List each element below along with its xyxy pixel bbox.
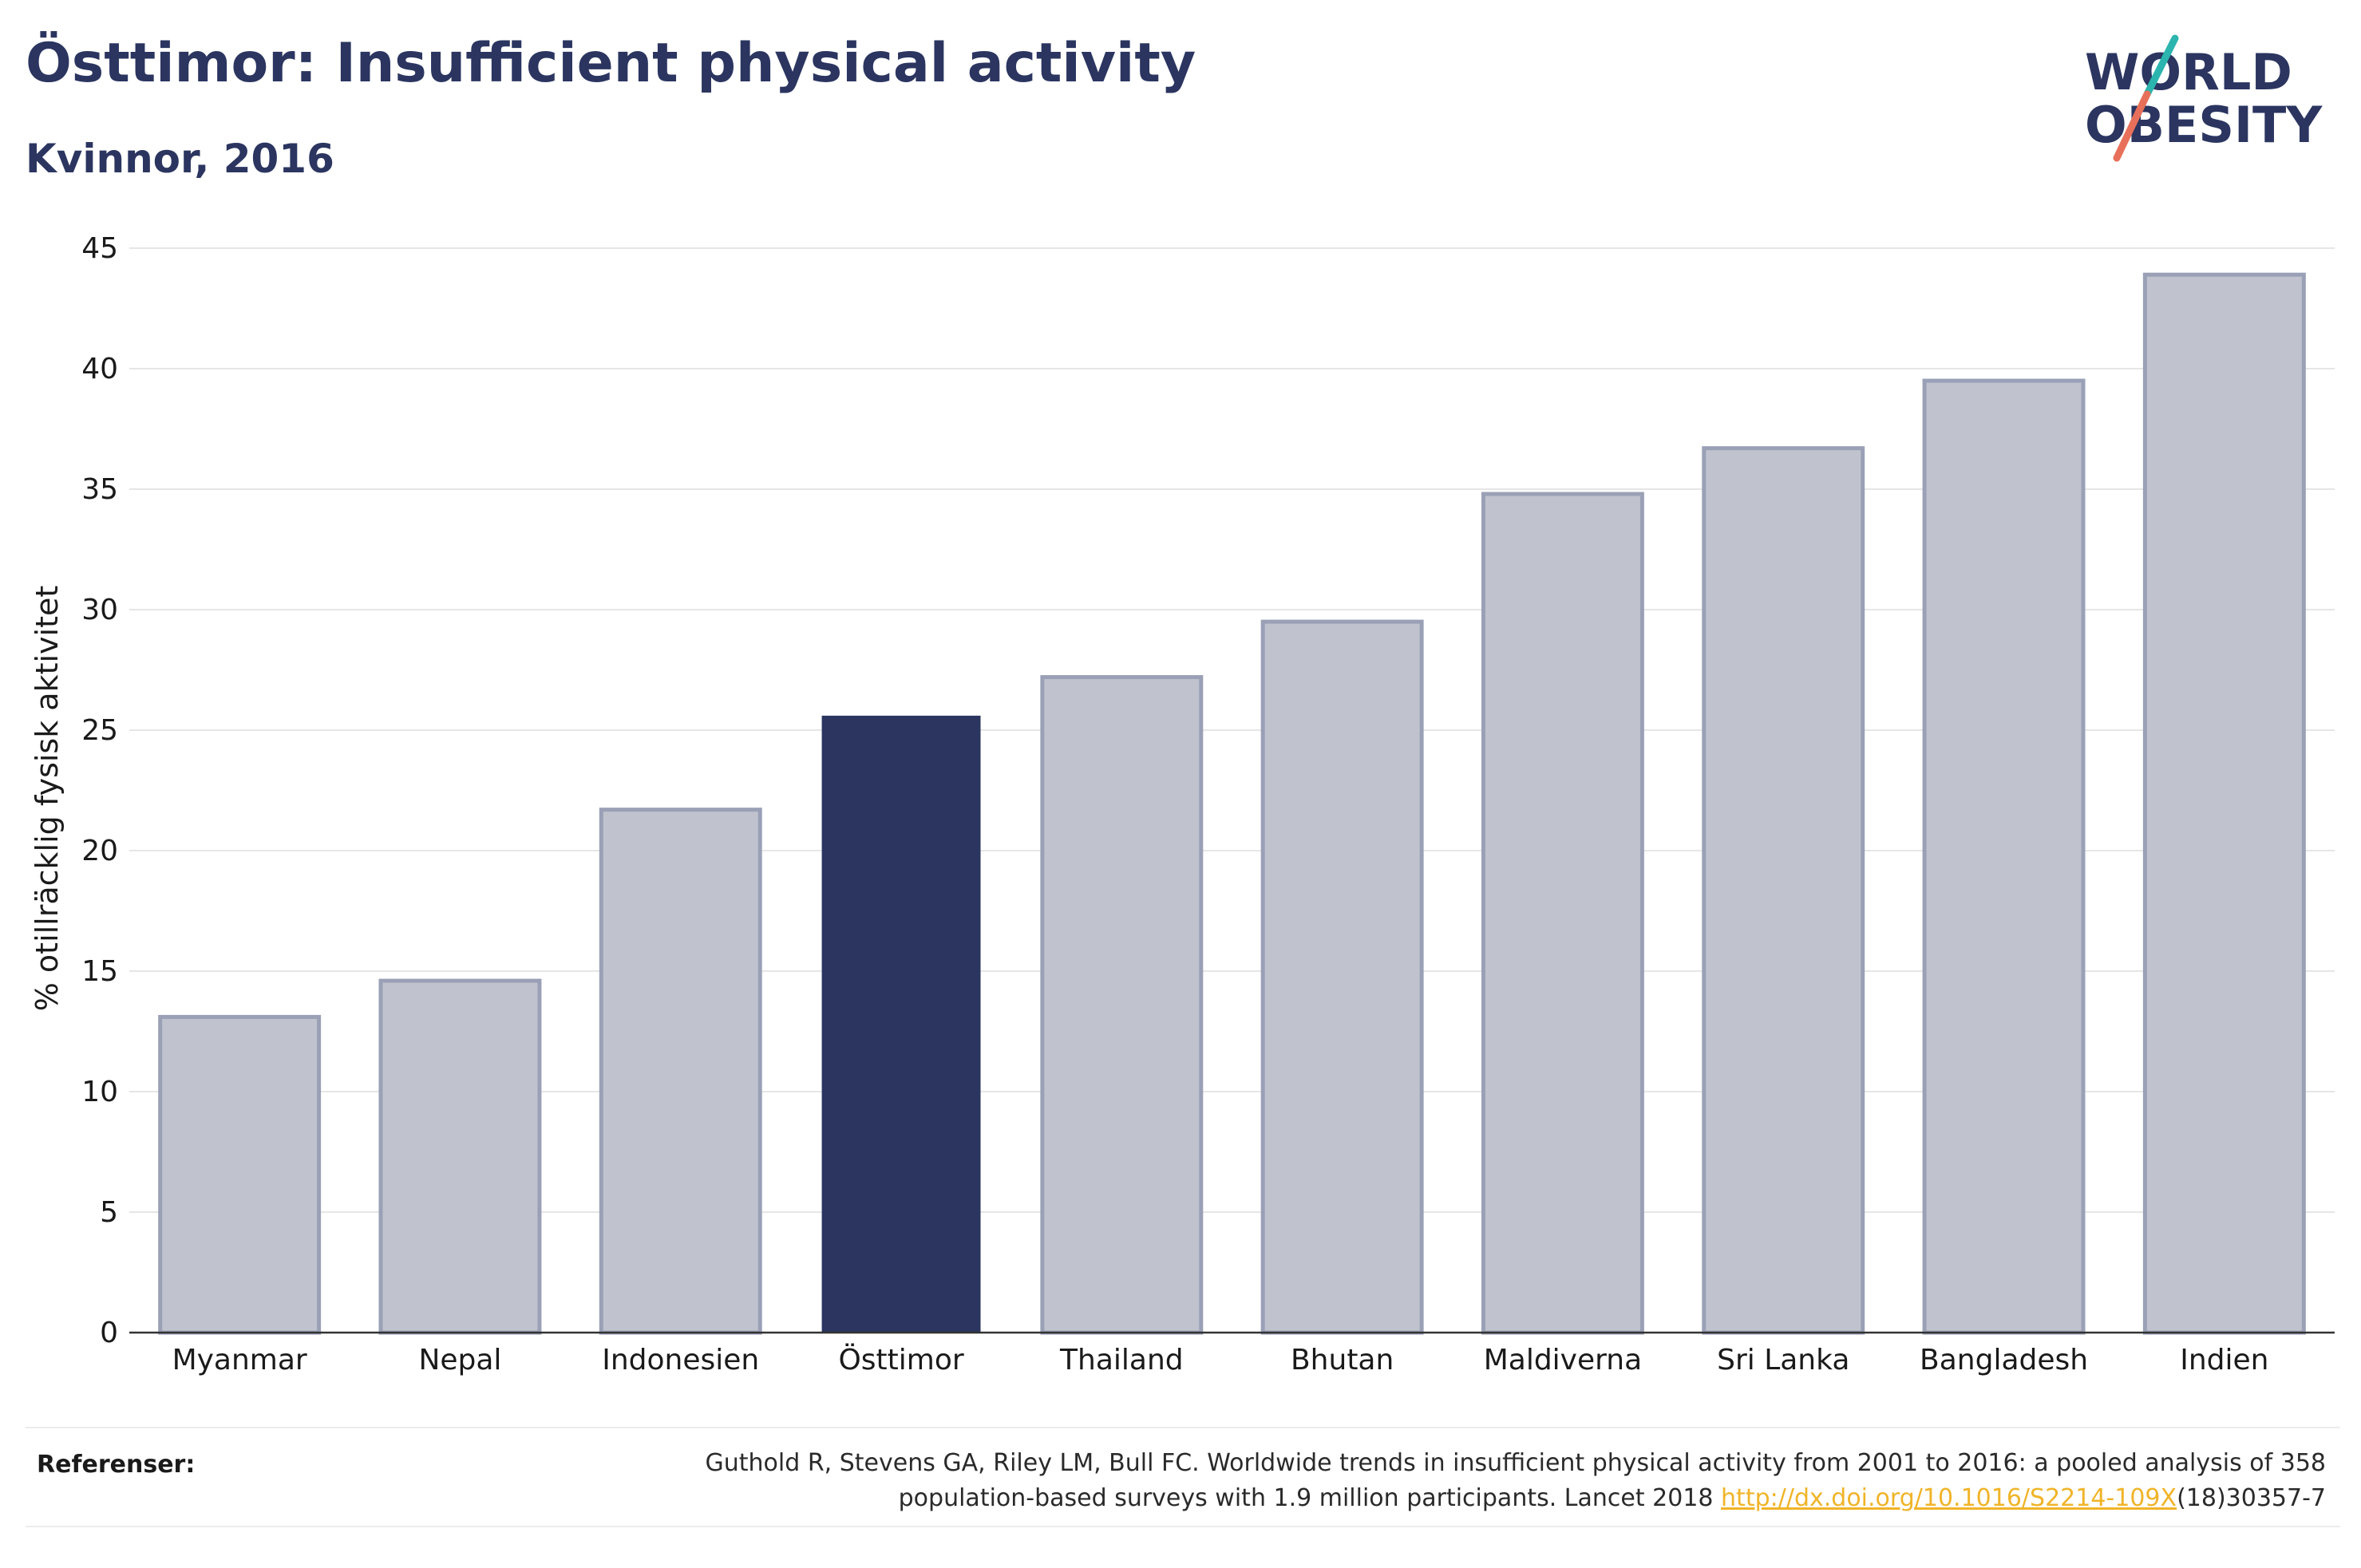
page-subtitle: Kvinnor, 2016: [26, 136, 334, 182]
x-tick-label: Maldiverna: [1484, 1344, 1642, 1376]
y-tick-label: 10: [81, 1076, 118, 1108]
logo-slash-teal: [2143, 34, 2179, 98]
y-tick-label: 25: [81, 714, 118, 747]
y-tick-label: 20: [81, 835, 118, 867]
references-line2-suffix: (18)30357-7: [2177, 1484, 2326, 1512]
bars: [158, 272, 2306, 1335]
x-tick-label: Bangladesh: [1920, 1344, 2088, 1376]
x-tick-label: Östtimor: [838, 1343, 963, 1376]
bar-maldiverna: [1481, 492, 1644, 1335]
bar-myanmar: [158, 1014, 322, 1335]
bar-nepal: [378, 978, 542, 1335]
page-title: Östtimor: Insufficient physical activity: [26, 32, 1196, 95]
x-tick-label: Indonesien: [602, 1344, 759, 1376]
references-divider-top: [26, 1427, 2340, 1428]
y-tick-label: 0: [100, 1317, 118, 1349]
x-tick-label: Indien: [2180, 1344, 2268, 1376]
y-tick-label: 15: [81, 955, 118, 988]
references-line1: Guthold R, Stevens GA, Riley LM, Bull FC…: [705, 1449, 2326, 1477]
x-tick-label: Thailand: [1059, 1344, 1184, 1376]
references-doi-link[interactable]: http://dx.doi.org/10.1016/S2214-109X: [1721, 1484, 2177, 1512]
y-tick-label: 30: [81, 594, 118, 626]
bar-bangladesh: [1922, 378, 2086, 1335]
references-line2-prefix: population-based surveys with 1.9 millio…: [898, 1484, 1722, 1512]
x-tick-label: Myanmar: [172, 1344, 307, 1376]
bar-indien: [2142, 272, 2306, 1335]
x-tick-label: Sri Lanka: [1717, 1344, 1849, 1376]
references-label: Referenser:: [37, 1451, 196, 1479]
logo-slash-coral: [2113, 90, 2151, 162]
bar-bhutan: [1260, 619, 1424, 1335]
x-tick-label: Nepal: [418, 1344, 501, 1376]
y-tick-label: 40: [81, 353, 118, 385]
references-divider-bottom: [26, 1526, 2340, 1527]
axes: 0 5 10 15 20 25 30 35 40 45 Myanmar Nepal Indonesien…: [81, 232, 2335, 1376]
y-axis-title: % otillräcklig fysisk aktivitet: [30, 586, 65, 1012]
bar-indonesien: [599, 808, 762, 1335]
references-text: Guthold R, Stevens GA, Riley LM, Bull FC…: [570, 1446, 2326, 1516]
bar-thailand: [1040, 675, 1204, 1335]
y-tick-label: 45: [81, 232, 118, 265]
logo-line-world: WORLD: [2085, 43, 2292, 101]
x-tick-label: Bhutan: [1291, 1344, 1394, 1376]
bar-östtimor: [821, 715, 981, 1333]
y-tick-label: 5: [100, 1196, 118, 1229]
bar-chart: 0 5 10 15 20 25 30 35 40 45 Myanmar Nepal Indonesien…: [30, 232, 2335, 1376]
world-obesity-logo: WORLD OBESITY: [2085, 34, 2323, 162]
bar-sri-lanka: [1702, 446, 1865, 1335]
y-tick-label: 35: [81, 473, 118, 506]
